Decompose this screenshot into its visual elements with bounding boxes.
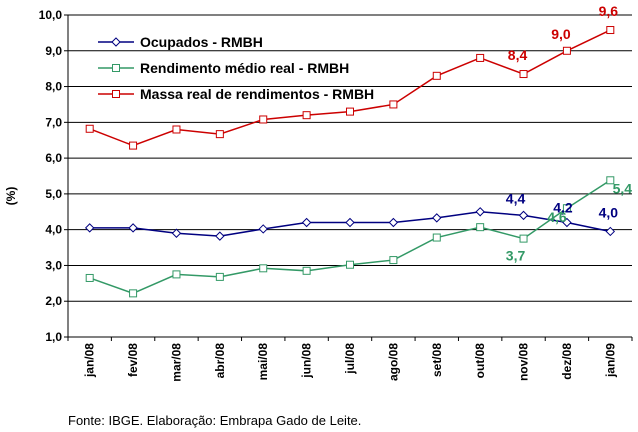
data-point xyxy=(605,226,616,237)
data-point xyxy=(171,228,182,238)
data-label: 5,4 xyxy=(613,180,633,196)
legend-item: Massa real de rendimentos - RMBH xyxy=(98,86,374,102)
x-tick-label: dez/08 xyxy=(560,343,574,380)
data-point xyxy=(475,207,485,217)
data-point xyxy=(476,53,485,62)
data-point xyxy=(301,217,312,228)
x-tick-label: jan/09 xyxy=(603,343,617,378)
data-label: 9,0 xyxy=(551,26,571,42)
data-point xyxy=(476,223,485,232)
data-label: 4,2 xyxy=(553,200,573,216)
x-tick-label: set/08 xyxy=(430,343,444,377)
data-point xyxy=(215,130,224,139)
data-point xyxy=(215,231,225,241)
y-tick-label: 5,0 xyxy=(45,187,62,201)
data-point xyxy=(432,233,441,242)
legend-item: Ocupados - RMBH xyxy=(98,34,263,50)
data-point xyxy=(432,71,441,80)
x-tick-labels: jan/08 fev/08 mar/08 abr/08 mai/08 jun/08 jul/… xyxy=(83,343,618,382)
legend-marker xyxy=(112,64,120,72)
data-point xyxy=(518,210,529,221)
data-point xyxy=(562,46,571,55)
data-point xyxy=(259,264,268,273)
data-label: 4,4 xyxy=(506,190,526,206)
data-label: 9,6 xyxy=(599,3,619,19)
legend-label: Rendimento médio real - RMBH xyxy=(140,60,349,76)
x-tick-label: mai/08 xyxy=(256,343,270,381)
data-point xyxy=(129,141,138,150)
series-line xyxy=(89,179,611,295)
series-1 xyxy=(85,176,615,298)
data-point xyxy=(215,272,224,281)
series-2 xyxy=(85,26,615,150)
y-tick-labels: 1,0 2,0 3,0 4,0 5,0 6,0 7,0 8,0 9,0 10,0 xyxy=(39,8,63,344)
legend-marker xyxy=(112,90,120,98)
legend-label: Massa real de rendimentos - RMBH xyxy=(140,86,374,102)
data-point xyxy=(258,224,268,234)
data-point xyxy=(302,266,311,275)
y-tick-label: 10,0 xyxy=(39,8,63,22)
data-point xyxy=(432,213,442,223)
source-note: Fonte: IBGE. Elaboração: Embrapa Gado de… xyxy=(68,413,362,428)
data-point xyxy=(606,26,615,35)
x-tick-label: nov/08 xyxy=(517,343,531,381)
series-group xyxy=(84,26,616,298)
data-point xyxy=(389,256,398,265)
data-point xyxy=(346,107,354,116)
data-point xyxy=(388,217,399,228)
legend: Ocupados - RMBH Rendimento médio real - R… xyxy=(98,34,374,102)
data-point xyxy=(128,223,138,233)
x-tick-label: jun/08 xyxy=(300,343,314,379)
data-labels: 4,4 4,2 4,0 3,7 4,6 5,4 8,4 9,0 9,6 xyxy=(506,3,632,264)
data-point xyxy=(562,217,572,228)
data-point xyxy=(259,115,268,124)
data-point xyxy=(84,223,95,233)
series-0 xyxy=(84,207,616,241)
data-point xyxy=(345,217,355,228)
y-tick-label: 9,0 xyxy=(45,44,62,58)
data-point xyxy=(172,270,181,279)
data-label: 8,4 xyxy=(508,47,528,63)
data-point xyxy=(389,100,398,109)
data-point xyxy=(346,260,354,269)
data-point xyxy=(85,124,94,133)
data-point xyxy=(519,70,528,79)
data-point xyxy=(172,125,181,134)
legend-label: Ocupados - RMBH xyxy=(140,34,263,50)
x-tick-label: mar/08 xyxy=(169,343,183,382)
x-tick-label: abr/08 xyxy=(213,343,227,379)
x-tick-label: jul/08 xyxy=(343,343,357,375)
axes xyxy=(64,14,633,341)
x-tick-label: fev/08 xyxy=(126,343,140,377)
grid-lines xyxy=(68,14,632,302)
data-point xyxy=(562,204,571,213)
y-tick-label: 8,0 xyxy=(45,80,62,94)
y-tick-label: 4,0 xyxy=(45,223,62,237)
data-label: 3,7 xyxy=(506,248,526,264)
y-tick-label: 6,0 xyxy=(45,151,62,165)
data-point xyxy=(129,289,138,298)
x-tick-label: ago/08 xyxy=(386,343,400,381)
data-label: 4,6 xyxy=(547,209,567,225)
y-axis-label: (%) xyxy=(4,187,18,206)
data-point xyxy=(302,111,311,120)
y-tick-label: 7,0 xyxy=(45,115,62,129)
x-tick-label: out/08 xyxy=(473,343,487,379)
y-tick-label: 2,0 xyxy=(45,294,62,308)
data-point xyxy=(606,176,615,185)
data-point xyxy=(85,273,94,282)
data-point xyxy=(519,234,528,243)
legend-item: Rendimento médio real - RMBH xyxy=(98,60,349,76)
legend-marker xyxy=(111,37,121,47)
y-tick-label: 1,0 xyxy=(45,330,62,344)
x-tick-label: jan/08 xyxy=(83,343,97,378)
data-label: 4,0 xyxy=(599,204,619,220)
y-tick-label: 3,0 xyxy=(45,258,62,272)
